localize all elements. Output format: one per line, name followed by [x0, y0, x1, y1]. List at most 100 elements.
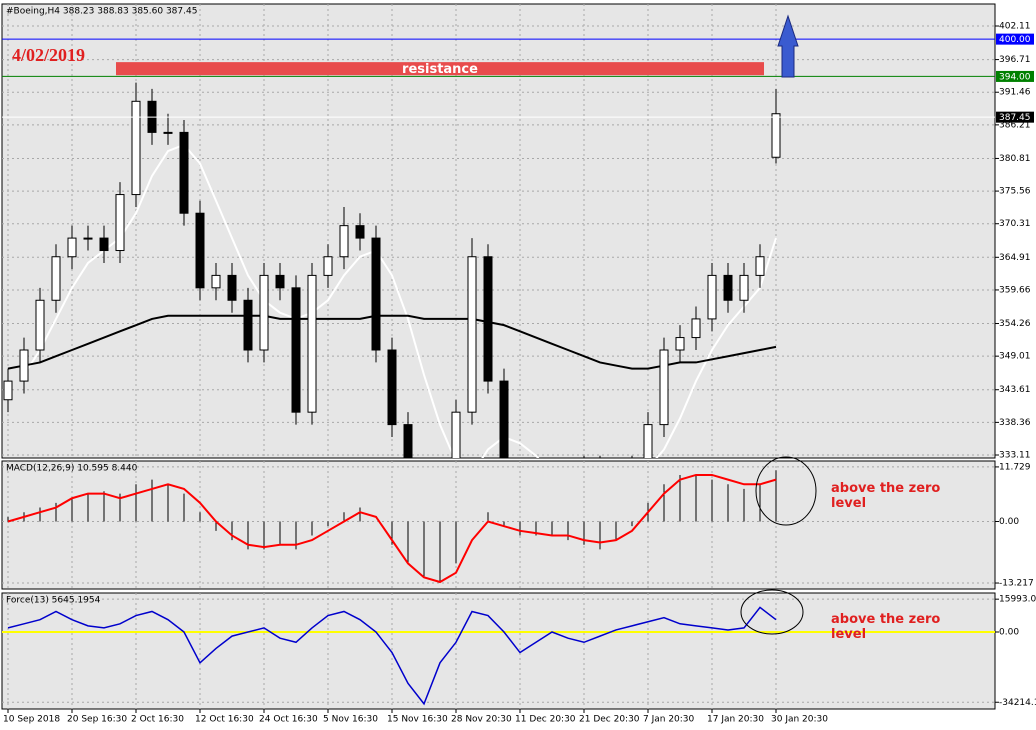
x-tick-label: 24 Oct 16:30 — [259, 715, 318, 725]
price-panel — [1, 3, 996, 459]
candle-body — [179, 131, 189, 214]
price-level-label: 394.00 — [999, 72, 1031, 82]
force-circle — [740, 589, 804, 635]
candle-body — [3, 380, 13, 401]
resistance-zone — [116, 62, 764, 76]
candle-body — [659, 349, 669, 426]
moving-average — [23, 143, 777, 458]
candle-body — [67, 237, 77, 258]
candle-body — [195, 212, 205, 289]
y-tick-label: 343.61 — [999, 385, 1031, 395]
candle-body — [723, 274, 733, 301]
y-tick-label: 359.66 — [999, 285, 1031, 295]
candle-body — [691, 318, 701, 339]
candle-body — [51, 256, 61, 301]
y-tick-label: 364.91 — [999, 253, 1031, 263]
x-tick-label: 5 Nov 16:30 — [323, 715, 378, 725]
y-tick-label: 396.71 — [999, 55, 1031, 65]
y-tick-label: -34214.1 — [999, 698, 1036, 708]
candle-body — [675, 337, 685, 351]
x-tick-label: 2 Oct 16:30 — [131, 715, 184, 725]
force-line — [7, 606, 777, 706]
y-tick-label: -13.217 — [999, 579, 1034, 589]
price-level-label: 387.45 — [999, 113, 1031, 123]
candle-body — [115, 194, 125, 252]
y-tick-label: 0.00 — [999, 628, 1019, 638]
candle-body — [83, 237, 93, 240]
candle-body — [387, 349, 397, 426]
candle-body — [259, 274, 269, 351]
panel-title: #Boeing,H4 388.23 388.83 385.60 387.45 — [6, 7, 197, 17]
candle-body — [355, 225, 365, 239]
candle-body — [131, 100, 141, 196]
y-tick-label: 391.46 — [999, 88, 1031, 98]
candle-body — [291, 287, 301, 413]
macd-note: above the zero level — [831, 481, 941, 511]
candle-body — [643, 424, 653, 458]
price-level-box — [996, 70, 1034, 82]
y-tick-label: 402.11 — [999, 22, 1031, 32]
candle-body — [339, 225, 349, 258]
plot-area — [2, 461, 995, 589]
resistance-label: resistance — [402, 62, 478, 77]
x-tick-label: 28 Nov 20:30 — [451, 715, 512, 725]
candle-body — [451, 411, 461, 458]
x-tick-label: 12 Oct 16:30 — [195, 715, 254, 725]
y-tick-label: 11.729 — [999, 462, 1031, 472]
x-tick-label: 10 Sep 2018 — [3, 715, 60, 725]
candle-body — [707, 274, 717, 320]
price-level-box — [996, 33, 1034, 45]
candle-body — [755, 256, 765, 276]
candle-body — [99, 237, 109, 252]
date-annotation: 4/02/2019 — [12, 45, 85, 65]
up-arrow — [777, 14, 799, 78]
macd-circle — [755, 456, 817, 526]
candle-body — [163, 131, 173, 134]
candle-body — [323, 256, 333, 276]
candle-body — [243, 299, 253, 351]
price-level-box — [996, 111, 1034, 123]
y-tick-label: 0.00 — [999, 517, 1019, 527]
candle-body — [35, 299, 45, 351]
candle-body — [499, 380, 509, 458]
candle-body — [771, 113, 781, 158]
y-tick-label: 354.26 — [999, 319, 1031, 329]
force-note: above the zero level — [831, 612, 941, 642]
y-tick-label: 333.11 — [999, 451, 1031, 461]
candle-body — [371, 237, 381, 351]
x-tick-label: 21 Dec 20:30 — [579, 715, 640, 725]
layers: 402.11 396.71 391.46 386.21 380.81 375.56 370.… — [2, 4, 1036, 725]
panel-title: MACD(12,26,9) 10.595 8.440 — [6, 464, 138, 474]
candle-body — [211, 274, 221, 289]
x-tick-label: 30 Jan 20:30 — [771, 715, 828, 725]
candle-body — [739, 274, 749, 301]
candle-body — [483, 256, 493, 382]
plot-area — [2, 4, 995, 458]
candle-body — [403, 424, 413, 458]
x-tick-label: 20 Sep 16:30 — [67, 715, 127, 725]
candle-body — [467, 256, 477, 413]
candle-body — [275, 274, 285, 289]
price-level-label: 400.00 — [999, 35, 1031, 45]
signal-line — [7, 473, 777, 584]
x-tick-label: 11 Dec 20:30 — [515, 715, 576, 725]
candle-body — [227, 274, 237, 301]
y-tick-label: 386.21 — [999, 120, 1031, 130]
y-tick-label: 370.31 — [999, 219, 1031, 229]
y-tick-label: 15993.08 — [999, 595, 1036, 605]
y-tick-label: 338.36 — [999, 418, 1031, 428]
x-tick-label: 15 Nov 16:30 — [387, 715, 448, 725]
y-tick-label: 380.81 — [999, 154, 1031, 164]
panel-title: Force(13) 5645.1954 — [6, 596, 101, 606]
y-tick-label: 349.01 — [999, 352, 1031, 362]
x-tick-label: 7 Jan 20:30 — [643, 715, 695, 725]
x-tick-label: 17 Jan 20:30 — [707, 715, 764, 725]
force-panel — [1, 592, 996, 710]
y-tick-label: 375.56 — [999, 187, 1031, 197]
plot-area — [2, 593, 995, 709]
candle-body — [19, 349, 29, 382]
candle-body — [307, 274, 317, 413]
moving-average — [7, 314, 777, 370]
